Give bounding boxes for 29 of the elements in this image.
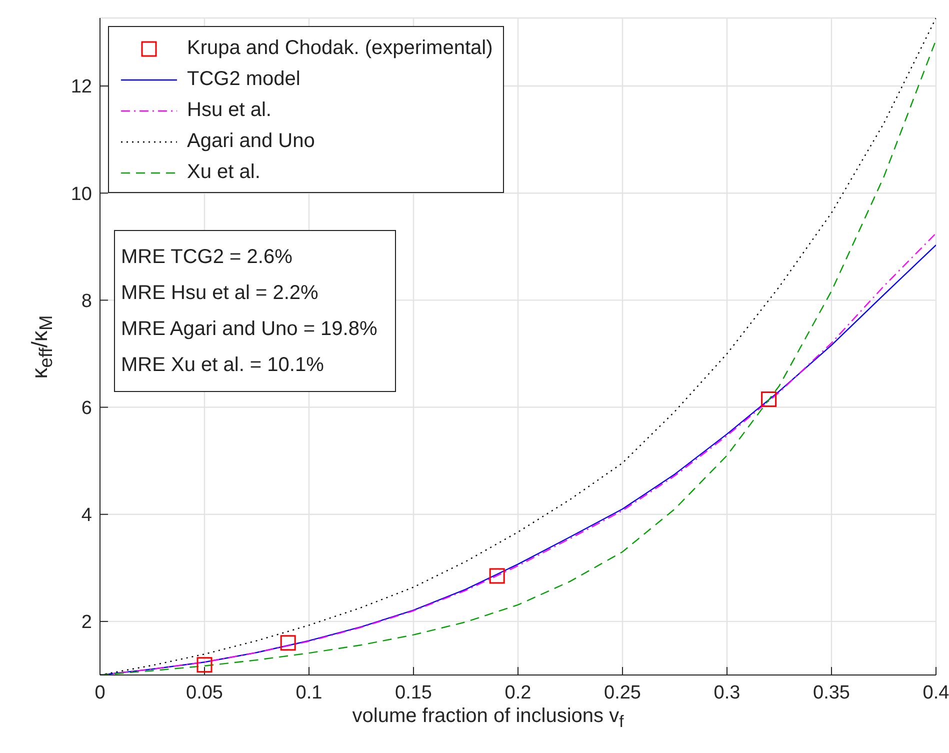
y-tick-label: 2 <box>81 612 92 634</box>
annotation: MRE TCG2 = 2.6% <box>121 245 294 270</box>
point <box>761 391 777 407</box>
y-tick-label: 12 <box>70 76 92 98</box>
point <box>280 635 296 651</box>
x-tick-label: 0.05 <box>186 682 223 704</box>
y-tick-label: 8 <box>81 290 92 312</box>
legend-label: Agari and Uno <box>187 130 315 153</box>
x-tick-label: 0.1 <box>296 682 322 704</box>
y-tick-label: 6 <box>81 398 92 420</box>
x-tick-label: 0.35 <box>813 682 850 704</box>
point <box>196 657 212 673</box>
legend-label: Xu et al. <box>187 161 260 184</box>
point <box>489 568 505 584</box>
x-tick-label: 0.4 <box>922 682 949 704</box>
x-tick-label: 0.3 <box>714 682 740 704</box>
x-tick-label: 0.15 <box>395 682 432 704</box>
annotation: MRE Xu et al. = 10.1% <box>121 353 325 378</box>
x-tick-label: 0.2 <box>504 682 532 704</box>
x-tick-label: 0 <box>94 682 106 704</box>
y-tick-label: 4 <box>81 505 92 526</box>
x-tick-label: 0.25 <box>604 682 641 704</box>
annotation: MRE Hsu et al = 2.2% <box>121 281 320 306</box>
annotation: MRE Agari and Uno = 19.8% <box>121 317 378 342</box>
y-tick-label: 10 <box>70 184 92 205</box>
x-axis-title: volume fraction of inclusions v$_{f}$ <box>351 705 625 732</box>
legend-label: Hsu et al. <box>187 99 272 122</box>
legend-label: TCG2 model <box>187 68 300 91</box>
legend-label: Krupa and Chodak. (experimental) <box>187 37 493 60</box>
